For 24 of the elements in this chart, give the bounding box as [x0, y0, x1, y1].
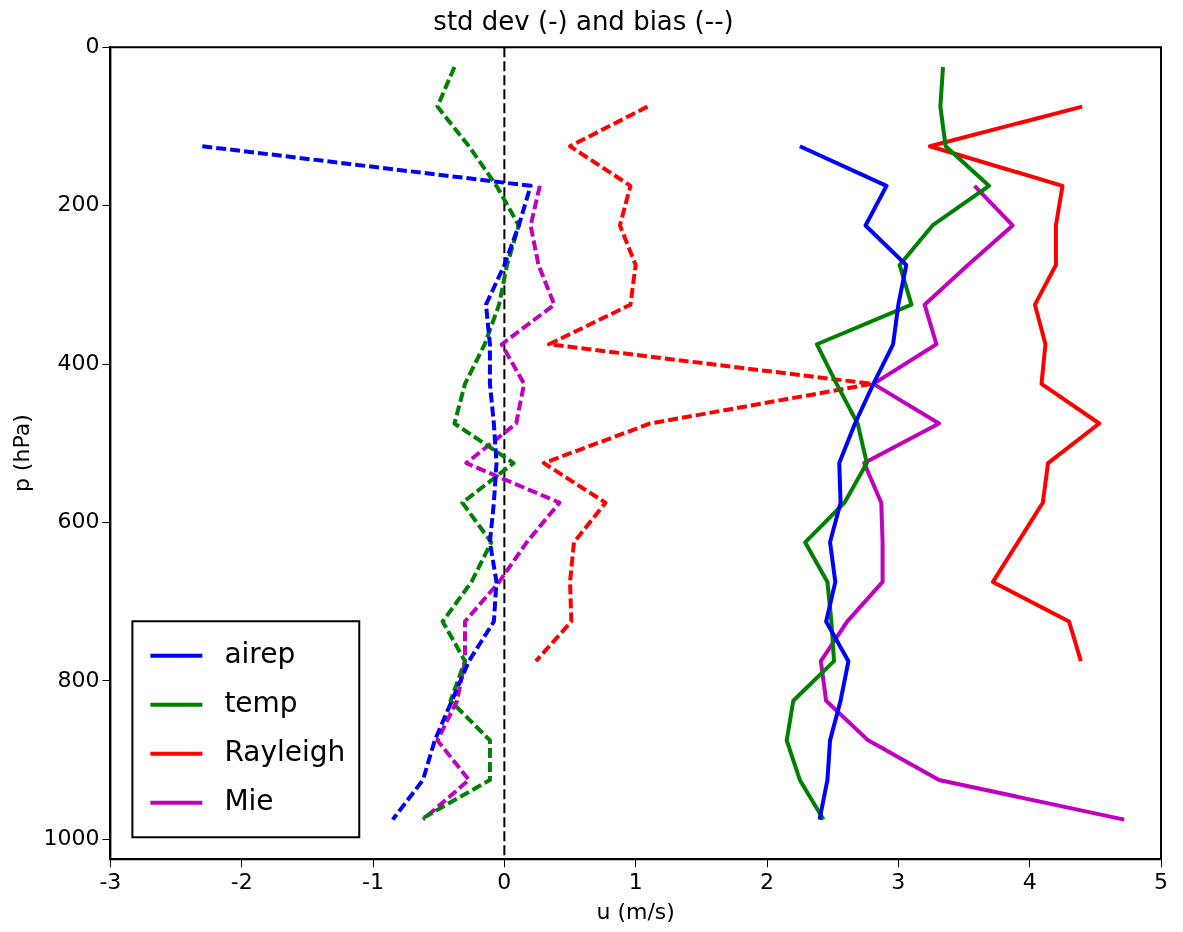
line-series: [200, 144, 533, 822]
legend-label: temp: [224, 685, 298, 719]
line-series: [420, 183, 562, 822]
y-tick-label: 1000: [43, 825, 100, 851]
chart-title: std dev (-) and bias (--): [433, 6, 734, 37]
x-tick-label: 3: [891, 869, 906, 895]
x-tick-label: 4: [1022, 869, 1037, 895]
legend-label: airep: [224, 636, 296, 670]
y-tick-label: 400: [57, 349, 100, 375]
y-axis-title: p (hPa): [8, 414, 34, 493]
y-tick-label: 0: [85, 32, 100, 58]
x-tick-label: -1: [362, 869, 385, 895]
x-tick-label: 1: [628, 869, 643, 895]
x-tick-label: -2: [230, 869, 253, 895]
legend-label: Rayleigh: [224, 734, 346, 768]
x-tick-label: -3: [99, 869, 122, 895]
x-axis-title: u (m/s): [596, 898, 675, 924]
x-tick-label: 5: [1154, 869, 1168, 895]
y-tick-label: 200: [57, 191, 100, 217]
y-tick-label: 600: [57, 508, 100, 534]
y-tick-label: 800: [57, 666, 100, 692]
x-tick-label: 2: [760, 869, 775, 895]
legend-label: Mie: [224, 783, 274, 817]
x-tick-label: 0: [497, 869, 512, 895]
